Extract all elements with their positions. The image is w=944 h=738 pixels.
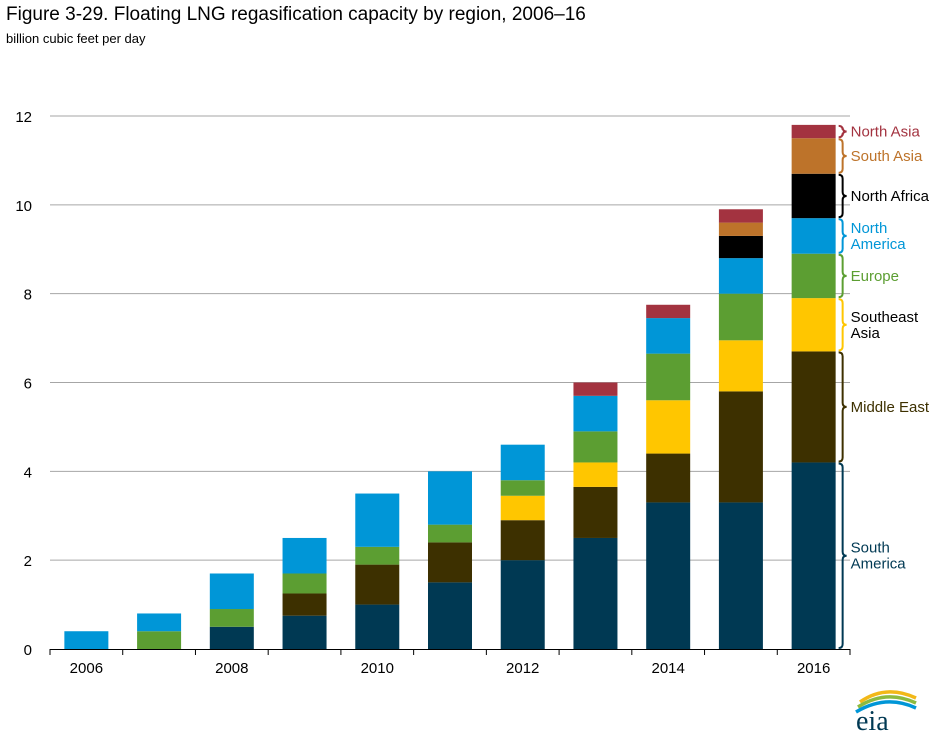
y-tick-label: 10 bbox=[15, 198, 32, 215]
legend-label-southeast-asia: Southeast Asia bbox=[851, 309, 919, 342]
bar-segment-europe bbox=[718, 293, 763, 341]
legend-label-north-asia: North Asia bbox=[851, 124, 921, 141]
bar-segment-north-asia bbox=[791, 124, 836, 139]
bar-segment-north-america bbox=[282, 537, 327, 574]
y-tick-label: 6 bbox=[24, 376, 32, 393]
legend-bracket-south-america bbox=[838, 462, 847, 649]
bar-segment-north-america bbox=[137, 613, 182, 632]
bar-segment-europe bbox=[791, 253, 836, 299]
x-tick-label: 2006 bbox=[70, 660, 103, 677]
bar-segment-southeast-asia bbox=[646, 400, 691, 454]
x-tick-label: 2012 bbox=[506, 660, 539, 677]
legend-label-south-america: South America bbox=[851, 540, 907, 573]
bar-segment-south-america bbox=[209, 626, 254, 649]
x-tick-label: 2008 bbox=[215, 660, 248, 677]
svg-text:eia: eia bbox=[856, 706, 889, 732]
bar-segment-middle-east bbox=[791, 351, 836, 463]
bar-segment-southeast-asia bbox=[791, 298, 836, 352]
bar-segment-north-america bbox=[64, 631, 109, 649]
legend-label-south-asia: South Asia bbox=[851, 148, 923, 165]
bar-segment-middle-east bbox=[428, 542, 472, 583]
bar-segment-south-america bbox=[791, 462, 836, 649]
legend-label-middle-east: Middle East bbox=[851, 399, 930, 416]
y-tick-label: 8 bbox=[24, 287, 32, 304]
bar-segment-north-asia bbox=[646, 304, 691, 319]
legend-label-north-america: North America bbox=[851, 220, 907, 253]
bar-segment-south-america bbox=[573, 537, 618, 649]
legend-bracket-europe bbox=[838, 253, 847, 299]
bar-segment-north-america bbox=[573, 395, 618, 432]
bar-segment-middle-east bbox=[573, 486, 618, 538]
legend-bracket-north-america bbox=[838, 218, 847, 254]
y-tick-label: 4 bbox=[24, 464, 32, 481]
bar-segment-north-america bbox=[791, 218, 836, 254]
bar-segment-north-america bbox=[428, 471, 472, 525]
legend-bracket-south-asia bbox=[838, 138, 847, 174]
x-tick-label: 2016 bbox=[797, 660, 830, 677]
legend-bracket-middle-east bbox=[838, 351, 847, 463]
bar-segment-southeast-asia bbox=[573, 462, 618, 487]
legend-label-north-africa: North Africa bbox=[851, 188, 930, 205]
bar-segment-north-america bbox=[718, 258, 763, 294]
legend-bracket-north-africa bbox=[838, 173, 847, 219]
bar-segment-europe bbox=[355, 546, 400, 565]
bar-segment-europe bbox=[573, 431, 618, 463]
bar-segment-europe bbox=[209, 609, 254, 627]
chart-subtitle: billion cubic feet per day bbox=[6, 31, 146, 46]
bar-segment-south-america bbox=[355, 604, 400, 649]
bar-segment-north-africa bbox=[718, 235, 763, 259]
bar-segment-south-america bbox=[428, 582, 472, 649]
bar-segment-middle-east bbox=[646, 453, 691, 503]
bar-segment-north-america bbox=[209, 573, 254, 610]
bar-segment-europe bbox=[500, 480, 545, 496]
bar-segment-middle-east bbox=[355, 564, 400, 605]
bar-segment-south-asia bbox=[791, 138, 836, 174]
bar-segment-europe bbox=[282, 573, 327, 594]
bar-segment-middle-east bbox=[282, 593, 327, 616]
bar-segment-south-america bbox=[282, 615, 327, 649]
y-tick-label: 2 bbox=[24, 553, 32, 570]
bar-segment-south-america bbox=[718, 502, 763, 649]
bar-segment-europe bbox=[137, 631, 182, 649]
bar-segment-south-america bbox=[646, 502, 691, 649]
bar-segment-southeast-asia bbox=[718, 340, 763, 392]
bar-segment-europe bbox=[428, 524, 472, 543]
bar-segment-north-asia bbox=[718, 209, 763, 223]
bar-segment-southeast-asia bbox=[500, 495, 545, 521]
bar-segment-europe bbox=[646, 353, 691, 401]
x-tick-label: 2014 bbox=[651, 660, 684, 677]
legend-bracket-north-asia bbox=[838, 124, 847, 139]
bar-segment-north-america bbox=[355, 493, 400, 547]
bar-segment-north-america bbox=[646, 318, 691, 354]
y-tick-label: 12 bbox=[15, 109, 32, 126]
x-tick-label: 2010 bbox=[361, 660, 394, 677]
bar-segment-middle-east bbox=[500, 520, 545, 561]
eia-logo: eia bbox=[855, 690, 917, 732]
bar-segment-south-asia bbox=[718, 222, 763, 236]
bar-segment-north-africa bbox=[791, 173, 836, 219]
chart-title: Figure 3-29. Floating LNG regasification… bbox=[6, 4, 586, 25]
bar-segment-north-asia bbox=[573, 382, 618, 396]
y-tick-label: 0 bbox=[24, 642, 32, 659]
bar-segment-north-america bbox=[500, 444, 545, 481]
bar-segment-south-america bbox=[500, 560, 545, 649]
legend-bracket-southeast-asia bbox=[838, 298, 847, 352]
legend-label-europe: Europe bbox=[851, 268, 899, 285]
bar-segment-middle-east bbox=[718, 391, 763, 503]
